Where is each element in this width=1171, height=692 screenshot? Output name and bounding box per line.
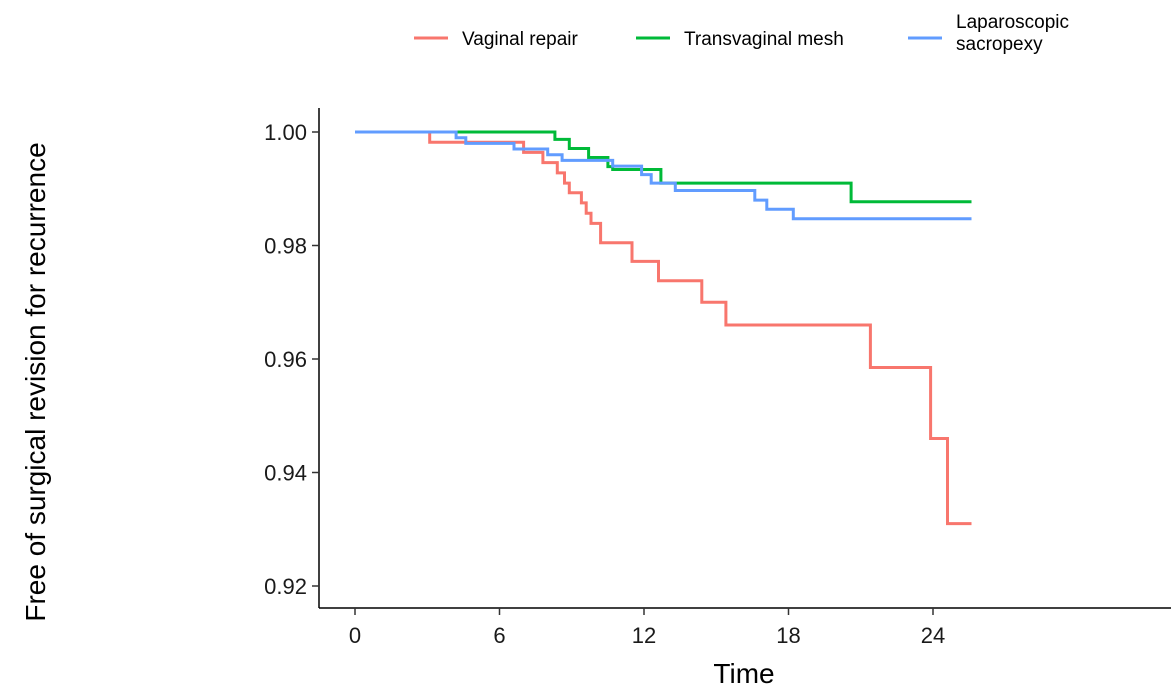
- x-tick-label: 6: [493, 623, 505, 648]
- legend-label-vaginal-repair: Vaginal repair: [462, 29, 579, 50]
- y-tick-label: 0.98: [264, 234, 307, 259]
- x-tick-label: 0: [349, 623, 361, 648]
- series-line-transvaginal-mesh: [355, 130, 972, 204]
- axes: [318, 108, 1171, 609]
- x-ticks: 0 6 12 18 24: [349, 608, 945, 648]
- legend-label-laparoscopic-sacropexy: Laparoscopic sacropexy: [956, 12, 1069, 55]
- series-line-vaginal-repair: [355, 130, 972, 526]
- x-tick-label: 12: [632, 623, 656, 648]
- y-tick-label: 1.00: [264, 120, 307, 145]
- y-tick-label: 0.92: [264, 574, 307, 599]
- series-lines: [355, 130, 972, 526]
- series-line-laparoscopic-sacropexy: [355, 130, 972, 221]
- x-tick-label: 24: [921, 623, 945, 648]
- x-tick-label: 18: [776, 623, 800, 648]
- legend-label-transvaginal-mesh: Transvaginal mesh: [684, 29, 844, 50]
- x-axis-title: Time: [713, 658, 774, 689]
- y-ticks: 0.92 0.94 0.96 0.98 1.00: [264, 120, 319, 599]
- legend: Vaginal repair Transvaginal mesh Laparos…: [414, 12, 1069, 55]
- y-axis-title: Free of surgical revision for recurrence: [20, 142, 51, 621]
- y-tick-label: 0.96: [264, 347, 307, 372]
- y-tick-label: 0.94: [264, 461, 307, 486]
